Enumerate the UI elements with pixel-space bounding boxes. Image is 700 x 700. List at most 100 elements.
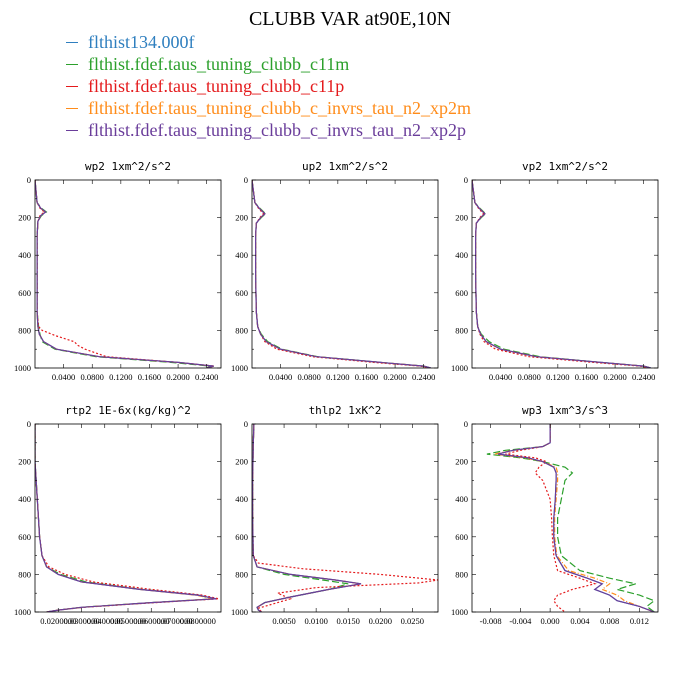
y-tick-label: 1000	[451, 607, 468, 617]
x-tick-label: 0.0150	[337, 616, 360, 626]
series-line	[252, 180, 431, 368]
x-tick-label: 0.2000	[383, 372, 406, 382]
y-tick-label: 0	[27, 175, 31, 185]
x-tick-label: 0.0800	[298, 372, 321, 382]
x-tick-label: 0.2400	[632, 372, 655, 382]
x-tick-label: 0.2400	[195, 372, 218, 382]
y-tick-label: 200	[235, 213, 248, 223]
x-tick-label: 0.0050	[272, 616, 295, 626]
x-tick-label: 0.0100	[304, 616, 327, 626]
legend-entry: flthist.fdef.taus_tuning_clubb_c_invrs_t…	[66, 97, 471, 119]
series-line	[472, 180, 651, 368]
x-tick-label: 0.0700000	[156, 616, 192, 626]
y-tick-label: 800	[455, 569, 468, 579]
y-tick-label: 800	[455, 325, 468, 335]
legend-swatch	[66, 41, 78, 43]
series-line	[497, 424, 655, 612]
legend-label: flthist.fdef.taus_tuning_clubb_c_invrs_t…	[88, 97, 471, 118]
y-tick-label: 0	[244, 419, 248, 429]
series-line	[35, 180, 214, 368]
y-tick-label: 1000	[14, 363, 31, 373]
series-line	[35, 180, 214, 368]
y-tick-label: 1000	[14, 607, 31, 617]
legend-swatch	[66, 63, 78, 65]
y-tick-label: 600	[235, 532, 248, 542]
x-tick-label: 0.1600	[355, 372, 378, 382]
legend-entry: flthist134.000f	[66, 31, 471, 53]
chart-title: CLUBB VAR at90E,10N	[248, 8, 452, 30]
axis-frame	[251, 179, 439, 369]
y-tick-label: 200	[235, 457, 248, 467]
x-tick-label: 0.0400	[489, 372, 512, 382]
x-tick-label: 0.2400	[412, 372, 435, 382]
legend-swatch	[66, 129, 78, 131]
y-tick-label: 200	[18, 213, 31, 223]
panel-title: up2 1xm^2/s^2	[302, 160, 388, 173]
x-tick-label: 0.1600	[138, 372, 161, 382]
y-tick-label: 0	[244, 175, 248, 185]
legend-swatch	[66, 85, 78, 87]
x-tick-label: 0.1200	[546, 372, 569, 382]
x-tick-label: 0.0250	[401, 616, 424, 626]
x-tick-label: 0.0800000	[180, 616, 216, 626]
x-tick-label: -0.004	[509, 616, 532, 626]
series-line	[35, 424, 215, 612]
series-line	[472, 180, 651, 368]
x-tick-label: 0.1600	[575, 372, 598, 382]
series-line	[252, 424, 349, 612]
axis-frame	[34, 179, 222, 369]
legend-label: flthist.fdef.taus_tuning_clubb_c11m	[88, 53, 350, 74]
series-line	[494, 424, 655, 612]
series-line	[35, 424, 217, 612]
panel: wp3 1xm^3/s^3 0 200 400 600 800 1000 -0.008 -0.0…	[451, 404, 659, 626]
legend-label: flthist.fdef.taus_tuning_clubb_c11p	[88, 75, 345, 96]
legend-label: flthist.fdef.taus_tuning_clubb_c_invrs_t…	[88, 119, 466, 140]
y-tick-label: 600	[18, 288, 31, 298]
panel-title: wp2 1xm^2/s^2	[85, 160, 171, 173]
panel-title: wp3 1xm^3/s^3	[522, 404, 608, 417]
axis-frame	[471, 179, 659, 369]
legend-entry: flthist.fdef.taus_tuning_clubb_c11m	[66, 53, 471, 75]
y-tick-label: 400	[18, 494, 31, 504]
y-tick-label: 800	[18, 325, 31, 335]
x-tick-label: 0.2000	[166, 372, 189, 382]
y-tick-label: 1000	[451, 363, 468, 373]
series-line	[252, 180, 431, 368]
series-line	[35, 424, 219, 612]
y-tick-label: 200	[455, 213, 468, 223]
y-tick-label: 1000	[231, 607, 248, 617]
series-line	[252, 180, 431, 368]
y-tick-label: 0	[464, 419, 468, 429]
x-tick-label: 0.0500000	[110, 616, 146, 626]
series-line	[35, 180, 214, 368]
panel: wp2 1xm^2/s^2 0 200 400 600 800 1000 0.0400 0.08…	[14, 160, 222, 382]
panel-title: rtp2 1E-6x(kg/kg)^2	[65, 404, 191, 417]
legend-entry: flthist.fdef.taus_tuning_clubb_c_invrs_t…	[66, 119, 471, 141]
y-tick-label: 400	[235, 250, 248, 260]
y-tick-label: 600	[235, 288, 248, 298]
y-tick-label: 600	[455, 532, 468, 542]
x-tick-label: 0.004	[570, 616, 590, 626]
x-tick-label: -0.008	[480, 616, 502, 626]
axis-frame	[471, 423, 659, 613]
y-tick-label: 600	[18, 532, 31, 542]
series-line	[252, 424, 362, 612]
y-tick-label: 400	[18, 250, 31, 260]
panel: up2 1xm^2/s^2 0 200 400 600 800 1000 0.0400 0.08…	[231, 160, 439, 382]
series-line	[252, 180, 431, 368]
y-tick-label: 800	[235, 569, 248, 579]
y-tick-label: 0	[27, 419, 31, 429]
x-tick-label: 0.000	[541, 616, 560, 626]
y-tick-label: 200	[18, 457, 31, 467]
series-line	[252, 424, 438, 612]
panel-title: thlp2 1xK^2	[309, 404, 382, 417]
series-line	[35, 424, 217, 612]
y-tick-label: 800	[235, 325, 248, 335]
y-tick-label: 400	[455, 494, 468, 504]
y-tick-label: 400	[455, 250, 468, 260]
x-tick-label: 0.0400	[52, 372, 75, 382]
series-line	[252, 180, 431, 368]
legend: flthist134.000f flthist.fdef.taus_tuning…	[66, 31, 471, 141]
axis-frame	[34, 423, 222, 613]
